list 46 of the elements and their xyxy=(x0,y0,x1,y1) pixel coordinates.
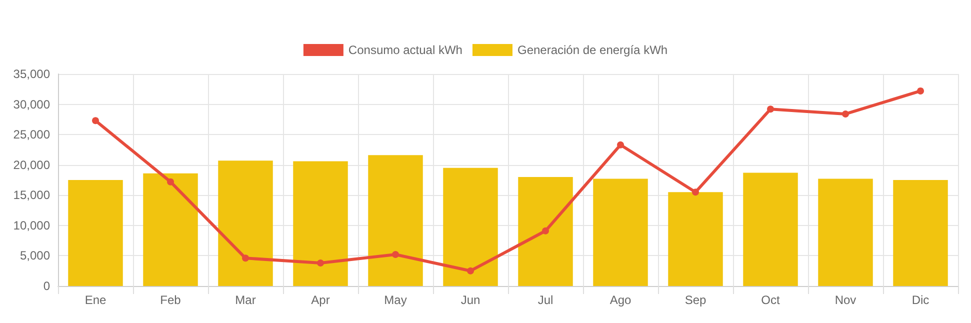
y-tick-label: 15,000 xyxy=(13,188,50,202)
bar xyxy=(743,172,798,286)
point xyxy=(317,259,324,266)
x-tick-label: Apr xyxy=(311,293,330,307)
bar xyxy=(218,160,273,286)
x-tick-label: Jul xyxy=(538,293,554,307)
bar xyxy=(368,155,423,286)
point xyxy=(692,188,699,196)
y-tick-label: 35,000 xyxy=(13,67,50,81)
y-tick-label: 10,000 xyxy=(13,218,50,232)
point xyxy=(242,254,249,262)
legend-label: Consumo actual kWh xyxy=(348,43,462,57)
bar xyxy=(293,161,348,286)
x-tick-label: Oct xyxy=(761,293,780,307)
point xyxy=(617,141,624,148)
bar xyxy=(143,173,198,286)
point xyxy=(167,178,174,186)
point xyxy=(542,227,549,234)
y-tick-label: 25,000 xyxy=(13,128,50,142)
point xyxy=(92,117,99,124)
y-tick-label: 0 xyxy=(43,279,50,293)
y-tick-label: 30,000 xyxy=(13,97,50,112)
bar xyxy=(518,176,573,286)
point xyxy=(392,251,399,258)
x-tick-label: Nov xyxy=(834,293,856,307)
point xyxy=(467,267,474,274)
legend-label: Generación de energía kWh xyxy=(517,43,668,57)
y-tick-label: 20,000 xyxy=(13,158,50,172)
x-tick-label: Ago xyxy=(610,293,632,307)
point xyxy=(767,106,774,113)
point xyxy=(842,110,849,118)
bar xyxy=(443,168,498,286)
x-tick-label: Dic xyxy=(912,293,930,307)
x-tick-label: Feb xyxy=(160,293,182,307)
bar xyxy=(893,180,948,286)
x-tick-label: May xyxy=(384,293,407,307)
x-tick-label: Sep xyxy=(684,293,706,307)
bar xyxy=(593,178,648,286)
bar xyxy=(68,180,123,286)
bar xyxy=(818,178,873,286)
x-tick-label: Mar xyxy=(235,293,256,307)
x-tick-label: Jun xyxy=(460,293,480,307)
y-tick-label: 5,000 xyxy=(20,248,50,263)
bar xyxy=(668,192,723,286)
x-tick-label: Ene xyxy=(84,293,106,307)
point xyxy=(917,87,924,94)
